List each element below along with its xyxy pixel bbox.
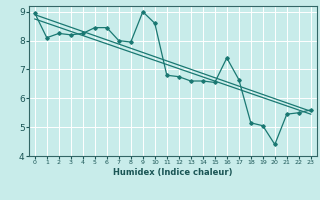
X-axis label: Humidex (Indice chaleur): Humidex (Indice chaleur) bbox=[113, 168, 233, 177]
